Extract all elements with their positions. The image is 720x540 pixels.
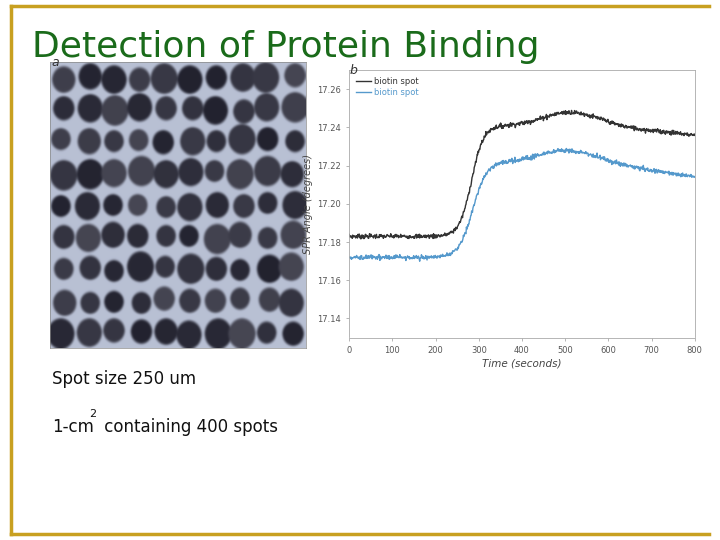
biotin spot — [356, 235, 365, 242]
biotin spot — [345, 231, 354, 238]
biotin spot — [555, 146, 564, 153]
biotin spot — [345, 254, 354, 261]
Line: biotin spot: biotin spot — [349, 110, 695, 239]
biotin spot — [690, 131, 699, 137]
Legend: biotin spot, biotin spot: biotin spot, biotin spot — [354, 75, 421, 99]
Text: 2: 2 — [89, 409, 96, 419]
Line: biotin spot: biotin spot — [349, 148, 695, 261]
biotin spot — [415, 258, 424, 265]
biotin spot — [546, 150, 554, 156]
biotin spot — [562, 145, 571, 152]
biotin spot — [366, 231, 375, 238]
Text: a: a — [52, 56, 60, 69]
Y-axis label: SPR Angle (degrees): SPR Angle (degrees) — [303, 154, 312, 254]
Text: Spot size 250 um: Spot size 250 um — [52, 370, 196, 388]
biotin spot — [566, 147, 575, 154]
biotin spot — [565, 110, 574, 117]
biotin spot — [644, 165, 652, 171]
Text: 1-cm: 1-cm — [52, 418, 94, 436]
biotin spot — [567, 107, 576, 113]
Text: containing 400 spots: containing 400 spots — [99, 418, 278, 436]
X-axis label: Time (seconds): Time (seconds) — [482, 359, 562, 369]
Text: Detection of Protein Binding: Detection of Protein Binding — [32, 30, 540, 64]
biotin spot — [608, 120, 616, 126]
biotin spot — [555, 111, 564, 117]
biotin spot — [644, 127, 652, 134]
biotin spot — [690, 174, 699, 180]
Text: b: b — [349, 64, 357, 77]
biotin spot — [546, 111, 554, 117]
biotin spot — [608, 159, 616, 166]
biotin spot — [366, 252, 374, 259]
